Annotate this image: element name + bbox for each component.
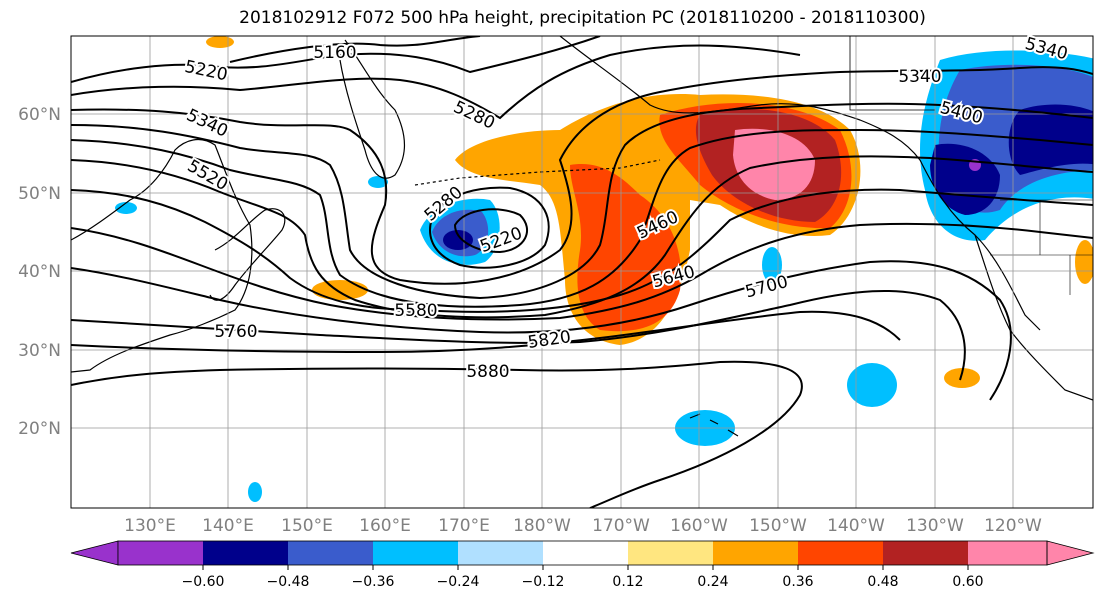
state-borders — [990, 199, 1093, 295]
lon-tick-label: 150°W — [749, 516, 807, 536]
colorbar-tick-label: −0.36 — [352, 574, 395, 590]
colorbar-swatch — [968, 541, 1047, 565]
colorbar-tick-label: −0.12 — [522, 574, 565, 590]
colorbar-swatch — [203, 541, 288, 565]
aleutian-chain — [414, 159, 661, 186]
colorbar-swatch — [713, 541, 798, 565]
hawaii-islands — [689, 413, 739, 437]
negative-anomaly-small-3 — [368, 176, 388, 188]
lon-tick-label: 170°E — [438, 516, 490, 536]
lat-tick-label: 60°N — [18, 105, 61, 125]
positive-anomaly-small-2 — [944, 368, 980, 388]
contour-label: 5340 — [898, 67, 941, 87]
colorbar-arrow-low — [70, 540, 119, 566]
lon-tick-label: 130°W — [906, 516, 964, 536]
lon-tick-label: 170°W — [592, 516, 650, 536]
contour-label: 5760 — [214, 322, 257, 342]
positive-anomaly-small-4 — [206, 36, 234, 48]
colorbar-swatch — [118, 541, 203, 565]
asia-coast — [71, 138, 253, 373]
negative-anomaly-small-2 — [248, 482, 262, 502]
colorbar-tick-label: −0.24 — [437, 574, 480, 590]
positive-anomaly-small-1 — [312, 280, 368, 300]
colorbar-tick-label: −0.60 — [182, 574, 225, 590]
lon-tick-label: 160°E — [359, 516, 411, 536]
colorbar-swatch — [458, 541, 543, 565]
colorbar-tick-label: 0.48 — [867, 574, 898, 590]
colorbar-tick-label: 0.12 — [612, 574, 643, 590]
colorbar-swatch — [628, 541, 713, 565]
colorbar-tick-label: 0.24 — [697, 574, 728, 590]
negative-anomaly-low-navy — [443, 230, 473, 250]
colorbar-swatch — [373, 541, 458, 565]
positive-anomaly-core-orange — [570, 164, 681, 332]
canada-box — [849, 36, 935, 111]
negative-anomaly-northeast-navy — [1008, 104, 1093, 175]
lat-tick-label: 30°N — [18, 341, 61, 361]
colorbar-tick-label: −0.48 — [267, 574, 310, 590]
lat-tick-label: 50°N — [18, 184, 61, 204]
kamchatka-coast — [339, 39, 406, 179]
contour-label: 5880 — [466, 362, 509, 382]
longitude-labels: 130°E 140°E 150°E 160°E 170°E 180°W 170°… — [124, 516, 1042, 536]
lon-tick-label: 140°W — [827, 516, 885, 536]
latitude-labels: 60°N 50°N 40°N 30°N 20°N — [18, 105, 61, 439]
contour-5520 — [71, 155, 1093, 319]
colorbar-frame — [117, 540, 1048, 566]
positive-anomaly-small-3 — [1075, 240, 1093, 284]
contour-5220-north — [71, 36, 601, 83]
contour-5340 — [71, 66, 1093, 285]
map-title: 2018102912 F072 500 hPa height, precipit… — [239, 8, 926, 28]
height-contours — [71, 36, 1093, 508]
japan-coast — [209, 208, 286, 301]
colorbar-swatch — [798, 541, 883, 565]
contour-low-5220 — [453, 208, 529, 254]
lat-tick-label: 20°N — [18, 419, 61, 439]
contour-5400 — [71, 102, 1093, 300]
colorbar-tick-label: 0.36 — [782, 574, 813, 590]
contour-5760 — [71, 289, 966, 381]
negative-anomaly-small-1 — [762, 247, 782, 283]
contour-5880 — [71, 360, 803, 508]
contour-5160 — [229, 36, 481, 63]
colorbar-ticks — [202, 565, 969, 570]
plot-frame — [70, 35, 1094, 509]
contour-low-5280 — [428, 186, 550, 269]
contour-5460 — [71, 128, 1093, 308]
plot-area — [70, 35, 1094, 509]
colorbar: −0.60 −0.48 −0.36 −0.24 −0.12 0.12 0.24 … — [70, 540, 1095, 590]
contour-5580 — [71, 188, 1093, 313]
colorbar-tick-label: 0.60 — [952, 574, 983, 590]
lon-tick-label: 120°W — [984, 516, 1042, 536]
colorbar-swatch — [543, 541, 628, 565]
lon-tick-label: 150°E — [281, 516, 333, 536]
contour-label: 5160 — [313, 43, 356, 63]
contour-label: 5580 — [394, 301, 437, 321]
contour-5280-north — [71, 44, 801, 120]
lon-tick-label: 140°E — [202, 516, 254, 536]
colorbar-arrow-high — [1046, 540, 1095, 566]
colorbar-swatch — [883, 541, 968, 565]
negative-anomaly-small-4 — [115, 202, 137, 214]
lat-tick-label: 40°N — [18, 262, 61, 282]
contour-5700 — [71, 260, 1012, 401]
lon-tick-label: 180°W — [513, 516, 571, 536]
colorbar-swatch — [288, 541, 373, 565]
negative-anomaly-subtropical — [847, 363, 897, 407]
contour-5820 — [71, 310, 901, 354]
lon-tick-label: 160°W — [670, 516, 728, 536]
contour-5640 — [71, 222, 1093, 321]
lon-tick-label: 130°E — [124, 516, 176, 536]
